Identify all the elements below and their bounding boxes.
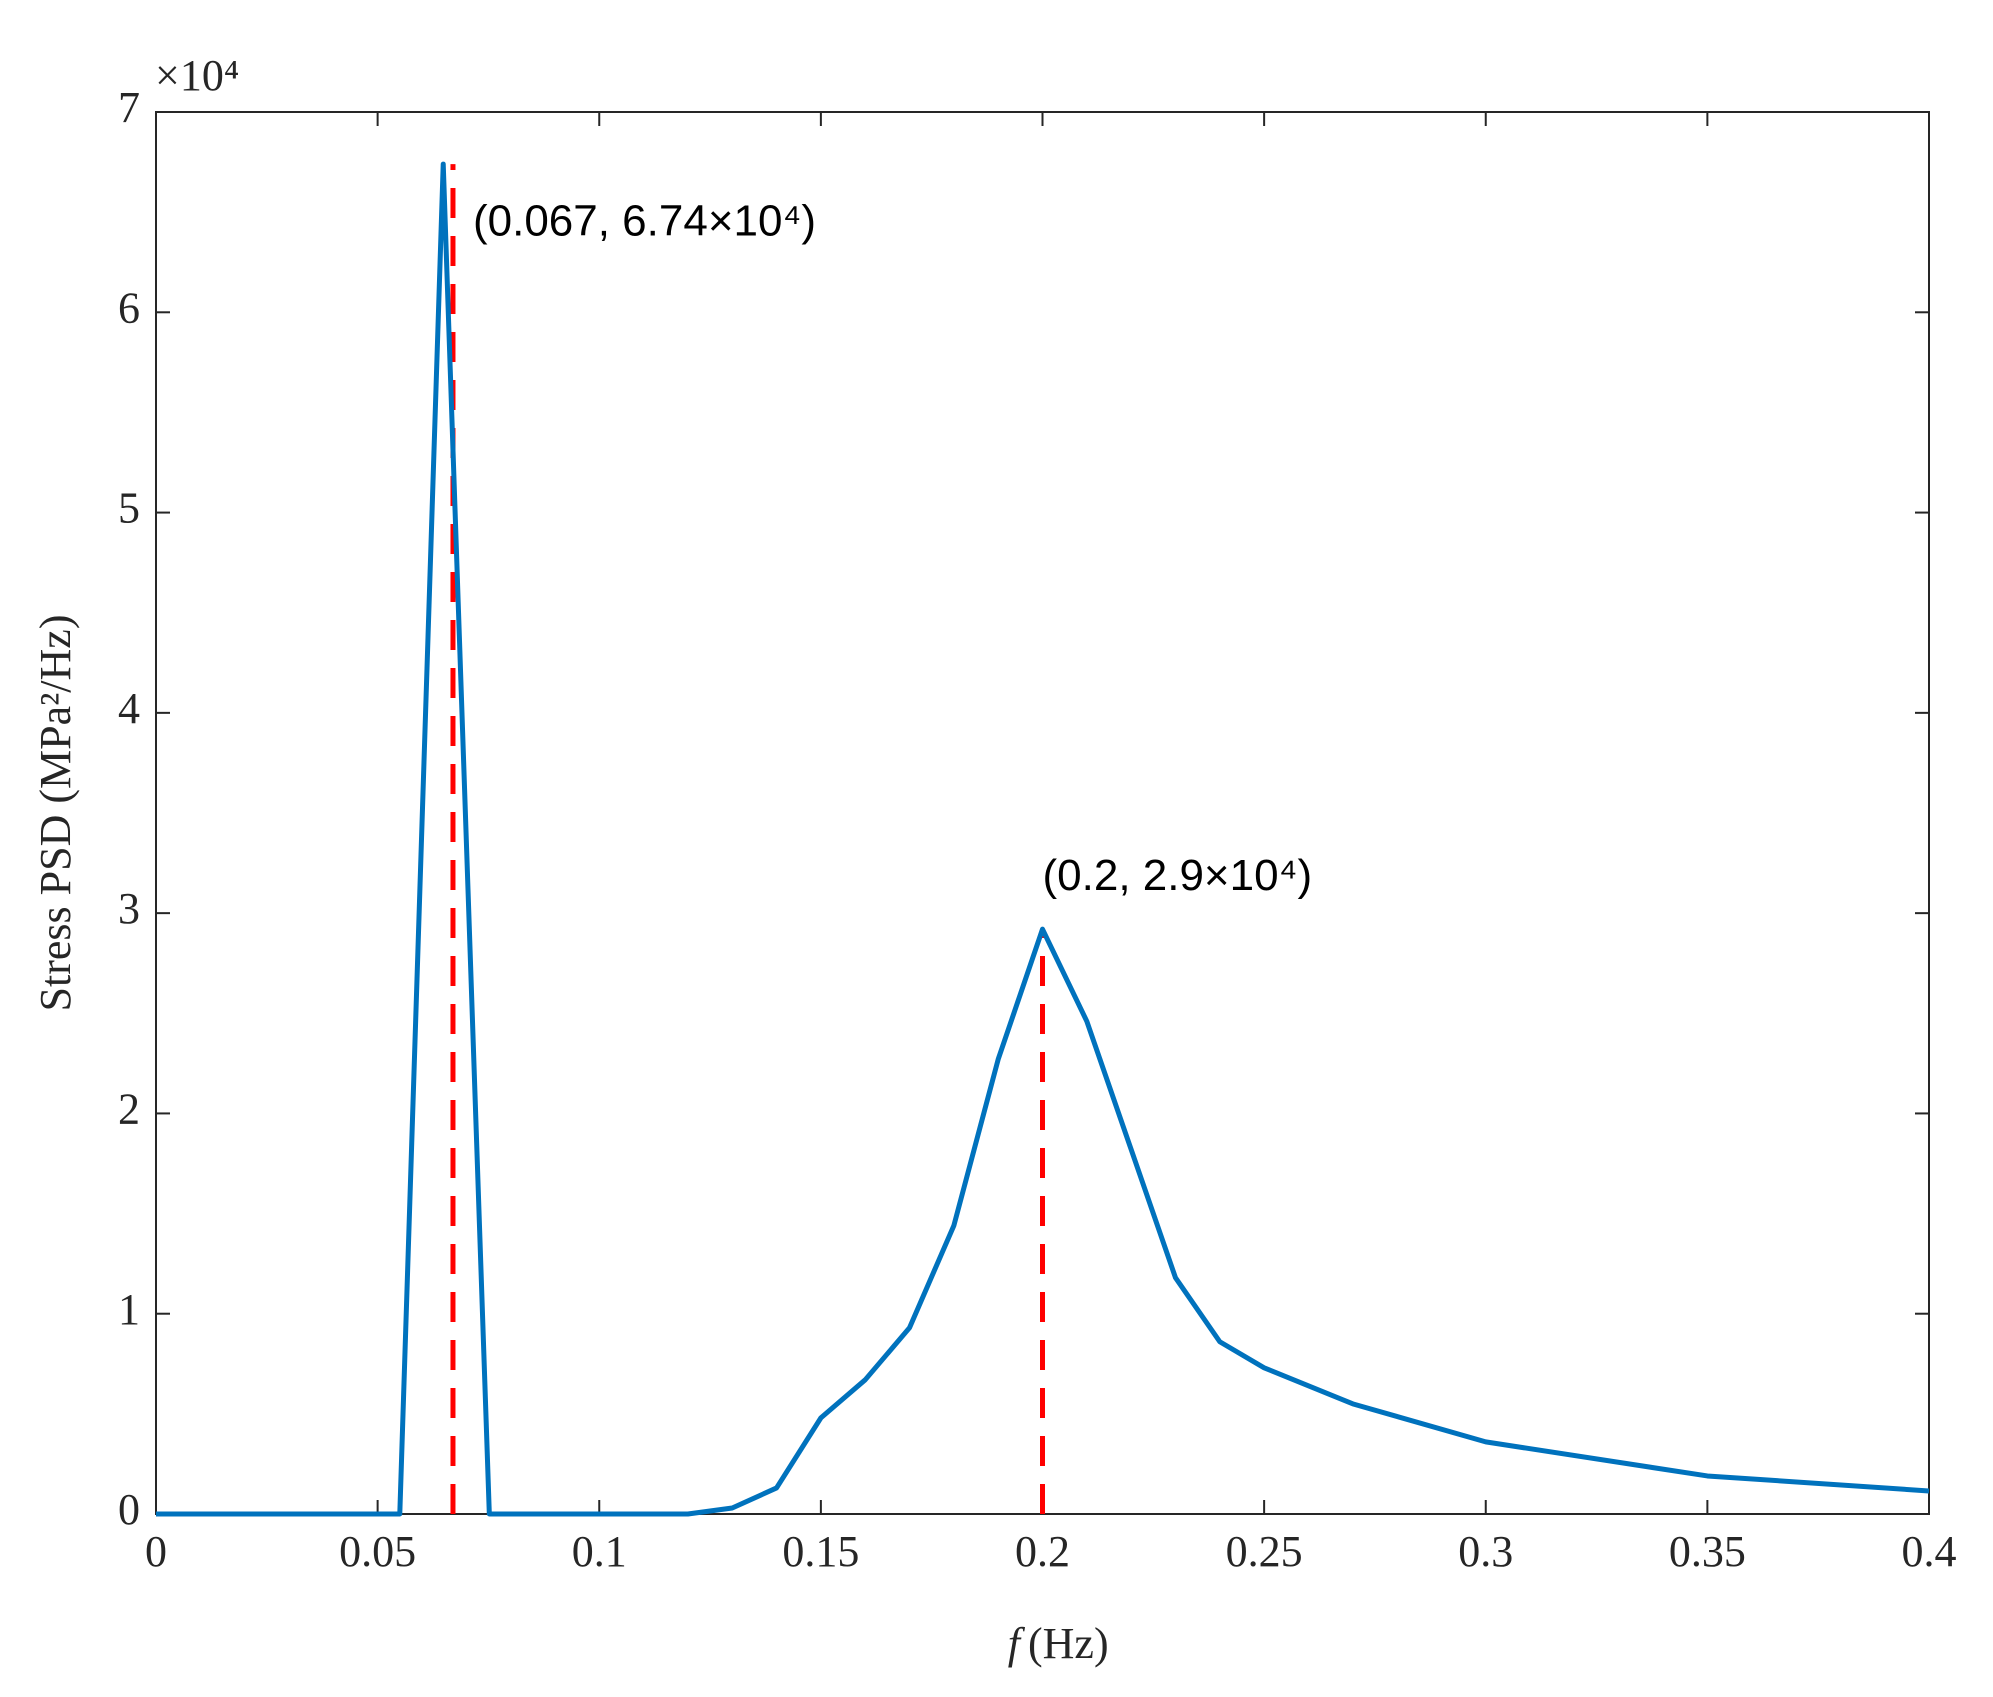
- x-tick-label: 0.15: [782, 1527, 859, 1576]
- y-tick-label: 1: [118, 1285, 140, 1334]
- x-tick-label: 0.35: [1669, 1527, 1746, 1576]
- y-tick-label: 0: [118, 1485, 140, 1534]
- y-axis-label: Stress PSD (MPa²/Hz): [31, 615, 80, 1012]
- peak-annotation: (0.067, 6.74×10⁴): [473, 197, 816, 246]
- x-tick-label: 0.4: [1902, 1527, 1957, 1576]
- y-tick-label: 3: [118, 884, 140, 933]
- x-axis-symbol: f: [1008, 1619, 1026, 1668]
- y-tick-label: 5: [118, 484, 140, 533]
- y-tick-label: 2: [118, 1085, 140, 1134]
- x-tick-label: 0.05: [339, 1527, 416, 1576]
- x-tick-label: 0.3: [1458, 1527, 1513, 1576]
- x-axis-unit: (Hz): [1028, 1619, 1109, 1668]
- y-tick-label: 6: [118, 283, 140, 332]
- peak-annotation: (0.2, 2.9×10⁴): [1043, 851, 1313, 900]
- y-tick-label: 4: [118, 684, 140, 733]
- line-series: [156, 161, 1930, 1517]
- x-tick-label: 0: [145, 1527, 167, 1576]
- exponent-label: ×10⁴: [155, 51, 239, 100]
- x-tick-label: 0.2: [1015, 1527, 1070, 1576]
- x-tick-label: 0.1: [572, 1527, 627, 1576]
- y-tick-label: 7: [118, 83, 140, 132]
- x-tick-label: 0.25: [1226, 1527, 1303, 1576]
